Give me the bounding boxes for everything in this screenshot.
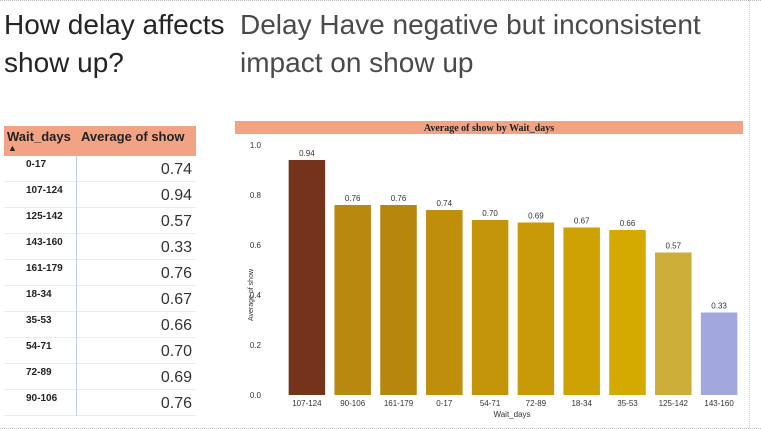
data-label: 0.74 (437, 199, 453, 208)
column-divider (76, 156, 77, 416)
x-tick-label: 18-34 (571, 399, 592, 408)
cell-wait-days: 161-179 (26, 263, 63, 274)
table-row[interactable]: 90-106 0.76 (4, 390, 196, 416)
data-label: 0.76 (345, 194, 361, 203)
x-tick-label: 72-89 (526, 399, 547, 408)
cell-average-of-show: 0.70 (160, 343, 192, 360)
table-row[interactable]: 35-53 0.66 (4, 312, 196, 338)
x-tick-label: 35-53 (617, 399, 638, 408)
y-tick-label: 0.2 (250, 341, 262, 350)
cell-wait-days: 18-34 (26, 289, 52, 300)
table-row[interactable]: 125-142 0.57 (4, 208, 196, 234)
cell-average-of-show: 0.76 (160, 265, 192, 282)
data-table: Wait_days ▲ Average of show 0-17 0.74 107-… (4, 126, 196, 416)
table-body: 0-17 0.74 107-124 0.94 125-142 0.57 143-160 0.3… (4, 156, 196, 416)
x-tick-label: 90-106 (340, 399, 365, 408)
bar-54-71[interactable] (471, 220, 509, 395)
data-label: 0.66 (620, 219, 636, 228)
bar-161-179[interactable] (380, 205, 417, 395)
chart-title: Average of show by Wait_days (424, 123, 554, 134)
x-tick-label: 161-179 (384, 399, 414, 408)
bar-35-53[interactable] (609, 230, 646, 395)
chart-title-bar (235, 121, 743, 134)
cell-wait-days: 0-17 (26, 159, 47, 170)
cell-average-of-show: 0.76 (160, 395, 192, 412)
bar-chart: Average of show by Wait_days 0.00.20.40.… (235, 121, 743, 419)
column-header-wait-days-label: Wait_days (7, 129, 71, 144)
x-axis-label: Wait_days (493, 410, 530, 419)
data-label: 0.70 (482, 209, 498, 218)
x-tick-label: 54-71 (480, 399, 501, 408)
y-tick-label: 0.4 (250, 291, 262, 300)
bars: 0.94 107-124 0.76 90-106 0.76 161-179 0.74 0-17… (288, 149, 738, 408)
y-tick-label: 1.0 (250, 141, 262, 150)
table-row[interactable]: 0-17 0.74 (4, 156, 196, 182)
bar-143-160[interactable] (700, 312, 738, 396)
cell-average-of-show: 0.57 (160, 213, 192, 230)
cell-wait-days: 72-89 (26, 367, 52, 378)
data-label: 0.94 (299, 149, 315, 158)
cell-wait-days: 54-71 (26, 341, 52, 352)
y-axis: 0.0 0.2 0.4 0.6 0.8 1.0 (250, 141, 262, 400)
table-row[interactable]: 54-71 0.70 (4, 338, 196, 364)
bar-18-34[interactable] (563, 227, 600, 396)
column-header-wait-days[interactable]: Wait_days ▲ (4, 126, 79, 156)
cell-average-of-show: 0.66 (160, 317, 192, 334)
y-axis-label: Average of show (248, 268, 255, 321)
cell-wait-days: 107-124 (26, 185, 63, 196)
x-tick-label: 0-17 (436, 399, 453, 408)
cell-average-of-show: 0.33 (160, 239, 192, 256)
bar-125-142[interactable] (655, 252, 692, 396)
cell-average-of-show: 0.69 (160, 369, 192, 386)
x-tick-label: 125-142 (659, 399, 689, 408)
table-header: Wait_days ▲ Average of show (4, 126, 196, 156)
frame-bottom-border (0, 428, 761, 429)
column-header-average-of-show[interactable]: Average of show (81, 129, 185, 144)
data-label: 0.76 (391, 194, 407, 203)
cell-wait-days: 35-53 (26, 315, 52, 326)
table-row[interactable]: 107-124 0.94 (4, 182, 196, 208)
data-label: 0.57 (666, 242, 682, 251)
y-tick-label: 0.8 (250, 191, 262, 200)
data-label: 0.33 (711, 302, 727, 311)
heading-left: How delay affects show up? (4, 9, 225, 78)
cell-wait-days: 143-160 (26, 237, 63, 248)
cell-wait-days: 125-142 (26, 211, 63, 222)
cell-average-of-show: 0.94 (160, 187, 192, 204)
frame-right-border (749, 0, 750, 428)
heading-right: Delay Have negative but inconsistent imp… (240, 9, 701, 78)
table-row[interactable]: 72-89 0.69 (4, 364, 196, 390)
bar-90-106[interactable] (334, 205, 371, 395)
data-label: 0.67 (574, 217, 590, 226)
table-row[interactable]: 18-34 0.67 (4, 286, 196, 312)
data-label: 0.69 (528, 212, 544, 221)
table-row[interactable]: 161-179 0.76 (4, 260, 196, 286)
bar-72-89[interactable] (517, 222, 555, 396)
cell-wait-days: 90-106 (26, 393, 58, 404)
bar-107-124[interactable] (288, 160, 326, 395)
cell-average-of-show: 0.67 (160, 291, 192, 308)
sort-ascending-icon[interactable]: ▲ (8, 143, 17, 153)
frame-top-border (0, 0, 761, 1)
bar-0-17[interactable] (426, 210, 463, 395)
table-row[interactable]: 143-160 0.33 (4, 234, 196, 260)
x-tick-label: 143-160 (704, 399, 734, 408)
cell-average-of-show: 0.74 (160, 161, 192, 178)
x-tick-label: 107-124 (292, 399, 322, 408)
y-tick-label: 0.6 (250, 241, 262, 250)
y-tick-label: 0.0 (250, 391, 262, 400)
